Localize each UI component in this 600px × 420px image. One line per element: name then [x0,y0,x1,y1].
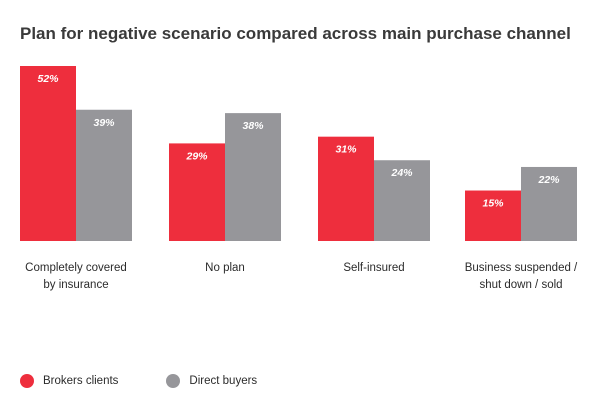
bar-direct-buyers-2 [225,113,281,241]
bar-brokers-clients-2 [169,143,225,241]
category-label-2: No plan [205,262,245,274]
legend: Brokers clients Direct buyers [20,374,257,388]
data-label-direct-buyers-3: 24% [390,167,413,179]
bar-direct-buyers-3 [374,160,430,241]
data-label-direct-buyers-4: 22% [537,174,560,186]
bar-direct-buyers-1 [76,109,132,241]
category-label-1: Completely covered by insurance [25,262,127,291]
bar-brokers-clients-4 [465,190,521,241]
data-label-direct-buyers-1: 39% [93,117,115,129]
legend-item-brokers-clients: Brokers clients [20,374,118,388]
legend-marker-direct-buyers [166,374,181,388]
chart-title: Plan for negative scenario compared acro… [20,24,571,43]
legend-item-direct-buyers: Direct buyers [166,374,257,388]
bar-brokers-clients-3 [318,136,374,241]
legend-label-brokers-clients: Brokers clients [43,375,119,387]
data-label-brokers-clients-2: 29% [185,150,208,162]
category-label-4: Business suspended / shut down / sold [465,262,578,291]
data-label-direct-buyers-2: 38% [242,120,264,132]
data-label-brokers-clients-4: 15% [482,198,504,210]
bar-direct-buyers-4 [521,166,577,241]
category-label-3: Self-insured [343,262,404,274]
legend-label-direct-buyers: Direct buyers [189,375,258,387]
data-label-brokers-clients-1: 52% [37,73,59,85]
data-label-brokers-clients-3: 31% [335,144,357,156]
legend-marker-brokers-clients [20,374,34,388]
bar-brokers-clients-1 [20,66,76,241]
